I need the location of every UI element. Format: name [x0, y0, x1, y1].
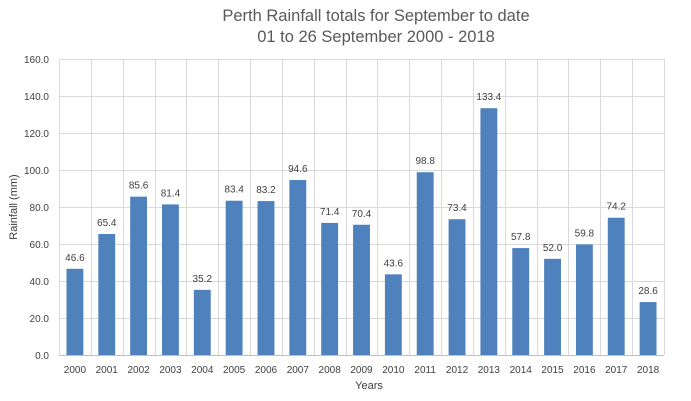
bar-2013	[480, 108, 498, 356]
x-axis-title: Years	[355, 380, 383, 392]
data-label: 73.4	[447, 203, 467, 214]
data-label: 59.8	[575, 228, 595, 239]
x-tick-label: 2004	[191, 365, 214, 376]
x-tick-label: 2010	[382, 365, 405, 376]
data-label: 133.4	[476, 92, 501, 103]
bar-2000	[66, 268, 84, 355]
bar-2003	[162, 204, 179, 355]
data-label: 85.6	[129, 181, 149, 192]
bar-2010	[384, 274, 402, 355]
x-tick-label: 2002	[127, 365, 150, 376]
data-label: 94.6	[288, 164, 308, 175]
bar-2017	[607, 217, 625, 355]
x-tick-label: 2000	[64, 365, 87, 376]
y-tick-label: 60.0	[30, 240, 50, 251]
x-tick-label: 2001	[96, 365, 119, 376]
data-label: 98.8	[415, 156, 435, 167]
x-tick-label: 2006	[255, 365, 278, 376]
x-tick-label: 2011	[414, 365, 436, 376]
bar-2014	[512, 248, 530, 355]
bar-2001	[98, 234, 116, 355]
bar-2002	[130, 196, 148, 355]
data-label: 35.2	[193, 274, 213, 285]
data-label: 46.6	[65, 253, 85, 264]
x-tick-label: 2014	[510, 365, 533, 376]
x-tick-label: 2016	[573, 365, 596, 376]
chart-title: Perth Rainfall totals for September to d…	[222, 7, 529, 25]
y-tick-label: 0.0	[35, 351, 49, 362]
y-tick-label: 140.0	[24, 92, 49, 103]
bar-2007	[289, 179, 307, 355]
x-tick-label: 2005	[223, 365, 246, 376]
y-tick-label: 160.0	[24, 55, 49, 66]
data-label: 83.2	[256, 185, 276, 196]
data-label: 70.4	[352, 209, 372, 220]
x-tick-label: 2017	[605, 365, 628, 376]
gridlines	[59, 59, 665, 356]
bar-2009	[353, 224, 370, 355]
data-label: 71.4	[320, 207, 340, 218]
bar-2005	[225, 200, 243, 355]
bar-2004	[193, 289, 211, 355]
y-tick-label: 40.0	[30, 277, 50, 288]
x-tick-label: 2007	[287, 365, 310, 376]
x-tick-label: 2009	[350, 365, 373, 376]
data-label: 52.0	[543, 243, 563, 254]
y-tick-label: 120.0	[24, 129, 49, 140]
bars	[66, 108, 657, 356]
bar-2008	[321, 222, 339, 355]
bar-2016	[575, 244, 593, 355]
y-tick-label: 80.0	[30, 203, 50, 214]
y-axis-title: Rainfall (mm)	[8, 174, 20, 239]
bar-2011	[416, 172, 434, 355]
data-label: 28.6	[638, 286, 658, 297]
data-label: 65.4	[97, 218, 117, 229]
x-tick-label: 2018	[637, 365, 660, 376]
x-tick-label: 2003	[159, 365, 182, 376]
data-label: 74.2	[607, 202, 627, 213]
bar-2012	[448, 219, 466, 355]
data-labels: 46.6 65.4 85.6 81.4 35.2 83.4 83.2 94.6 71.4 70.4…	[65, 92, 658, 297]
x-tick-label: 2015	[541, 365, 564, 376]
bar-2006	[257, 201, 275, 355]
x-axis-ticks: 2000 2001 2002 2003 2004 2005 2006 2007 2008 2009…	[64, 365, 660, 376]
data-label: 81.4	[161, 188, 181, 199]
bar-2018	[639, 302, 657, 355]
x-tick-label: 2013	[478, 365, 501, 376]
bar-2015	[544, 258, 561, 355]
data-label: 57.8	[511, 232, 531, 243]
y-tick-label: 100.0	[24, 166, 49, 177]
data-label: 43.6	[384, 258, 404, 269]
data-label: 83.4	[224, 185, 244, 196]
chart-subtitle: 01 to 26 September 2000 - 2018	[257, 28, 495, 46]
y-axis-ticks: 0.0 20.0 40.0 60.0 80.0 100.0 120.0 140.0 160.0	[24, 55, 49, 362]
x-tick-label: 2012	[446, 365, 469, 376]
x-tick-label: 2008	[319, 365, 342, 376]
y-tick-label: 20.0	[30, 314, 50, 325]
